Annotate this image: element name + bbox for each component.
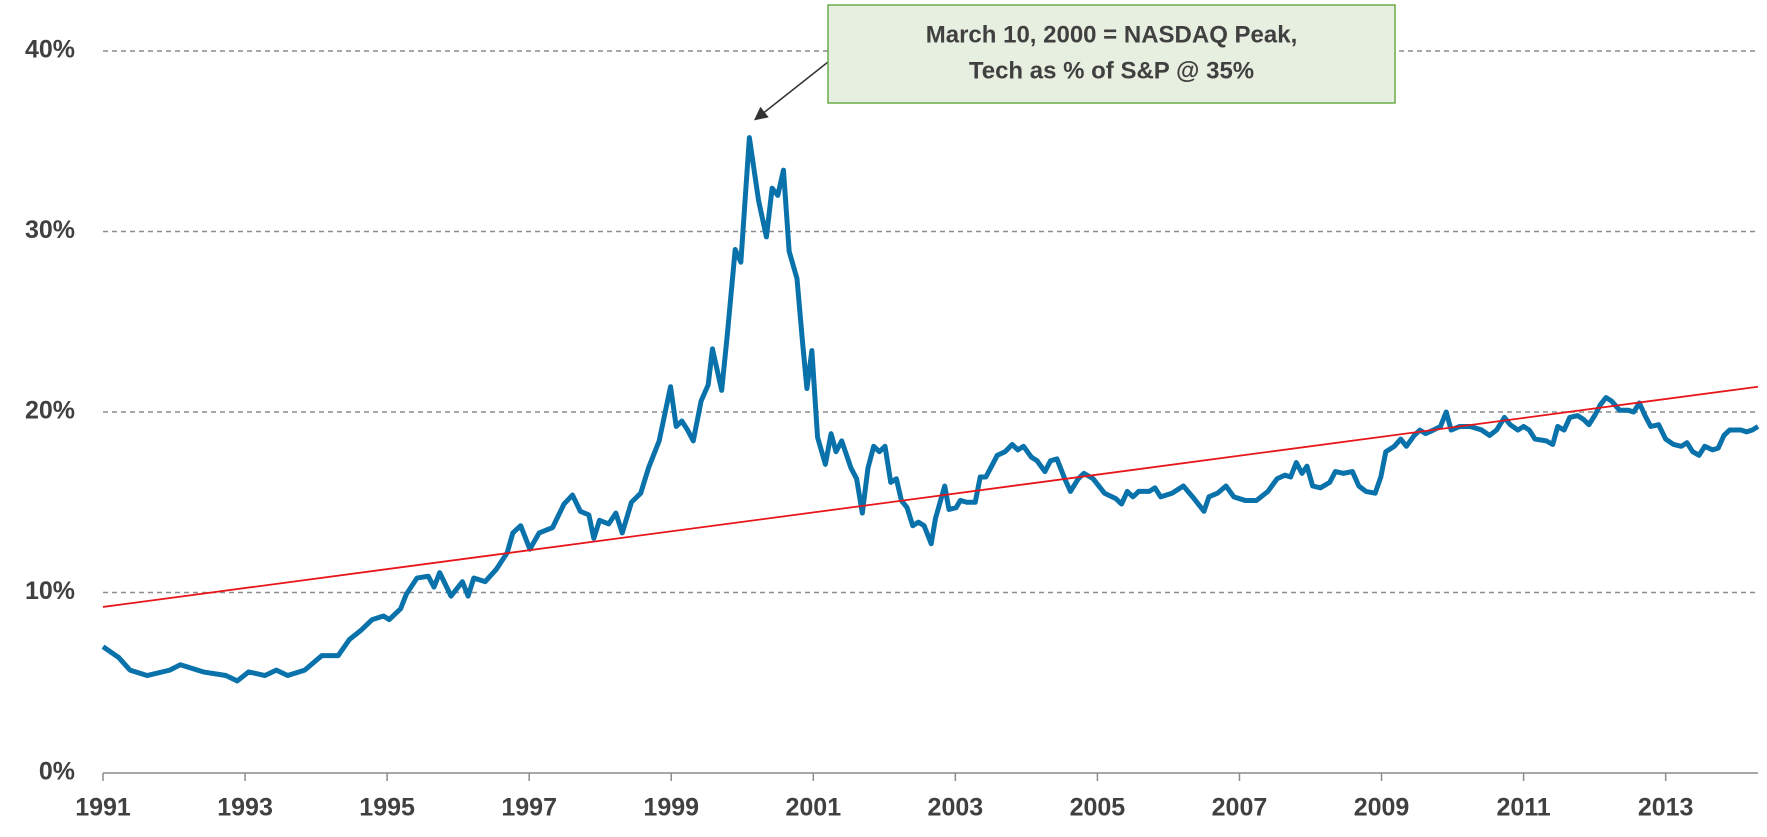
x-tick-label: 1995: [359, 794, 415, 822]
annotation: March 10, 2000 = NASDAQ Peak, Tech as % o…: [753, 4, 1396, 121]
annotation-text: March 10, 2000 = NASDAQ Peak,: [926, 21, 1298, 48]
x-tick-label: 2013: [1638, 794, 1694, 822]
annotation-text: Tech as % of S&P @ 35%: [969, 57, 1254, 84]
x-tick-label: 1993: [217, 794, 273, 822]
y-tick-label: 0%: [39, 758, 75, 786]
plot: [101, 135, 1760, 684]
y-tick-label: 20%: [25, 397, 75, 425]
x-tick-label: 1999: [643, 794, 699, 822]
data-line: [101, 135, 1760, 684]
x-tick-label: 2003: [928, 794, 984, 822]
y-tick-label: 40%: [25, 36, 75, 64]
x-tick-label: 1997: [501, 794, 557, 822]
trend-line: [102, 385, 1759, 608]
x-tick-label: 2005: [1070, 794, 1126, 822]
grid: 0% 10% 20% 30% 40% 1991 1993 1995 1997 1999 2001 20…: [25, 36, 1758, 822]
y-tick-label: 10%: [25, 577, 75, 605]
x-tick-label: 1991: [75, 794, 131, 822]
annotation-box: [827, 4, 1396, 104]
x-tick-label: 2001: [785, 794, 841, 822]
x-tick-label: 2009: [1354, 794, 1410, 822]
x-tick-label: 2007: [1212, 794, 1268, 822]
annotation-arrow: [753, 61, 829, 121]
x-tick-label: 2011: [1496, 794, 1550, 822]
y-tick-label: 30%: [25, 216, 75, 244]
